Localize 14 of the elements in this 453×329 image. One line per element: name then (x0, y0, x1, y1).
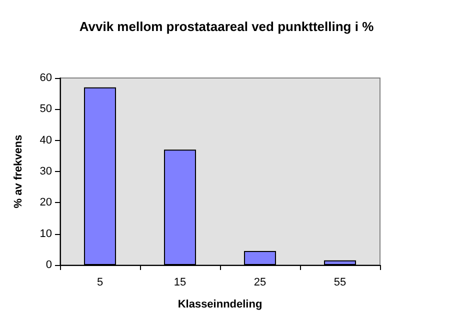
x-tick-label: 5 (96, 276, 104, 288)
y-tick-label: 10 (40, 228, 52, 240)
x-tick-label: 25 (254, 276, 266, 288)
y-tick-label: 60 (40, 72, 52, 84)
x-tick-label: 15 (174, 276, 186, 288)
y-tick-label: 0 (46, 259, 52, 271)
y-tick-label: 20 (40, 196, 52, 209)
x-axis-title: Klasseinndeling (178, 298, 262, 310)
y-tick-label: 30 (40, 166, 52, 178)
chart-title: Avvik mellom prostataareal ved punkttelling i % (79, 19, 374, 34)
y-axis-title: % av frekvens (12, 134, 24, 208)
x-tick-label: 55 (334, 276, 346, 288)
y-tick-label: 50 (40, 103, 52, 116)
y-tick-label: 40 (40, 134, 52, 146)
